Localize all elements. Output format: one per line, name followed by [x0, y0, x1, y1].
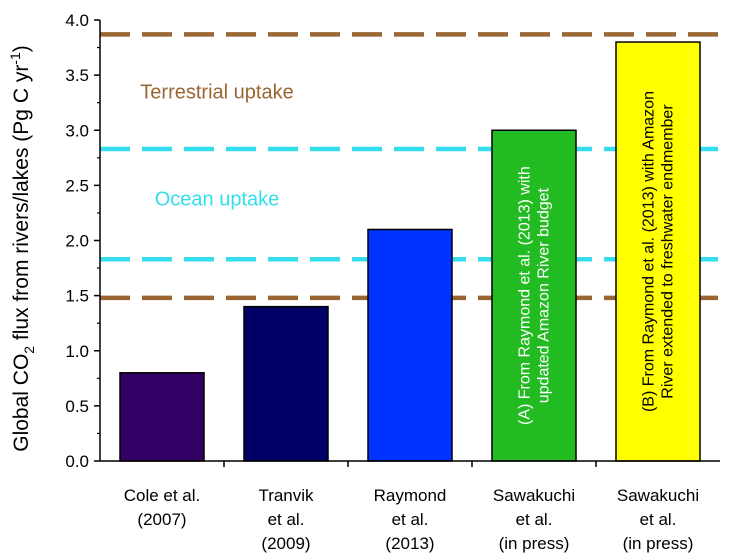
- x-tick-label-2: Tranvik et al. (2009): [258, 486, 314, 553]
- bar-1: [119, 372, 205, 462]
- x-tick-label-line: (2007): [137, 510, 186, 529]
- x-tick-label-line: Cole et al.: [124, 486, 201, 505]
- x-tick-label-5: Sawakuchi et al. (in press): [617, 486, 699, 553]
- bar-3: [367, 228, 453, 462]
- y-axis-label-part: flux from rivers/lakes (Pg C yr: [10, 65, 33, 346]
- y-axis-label-part: Global CO: [10, 354, 33, 452]
- x-tick-label-line: et al.: [392, 510, 429, 529]
- y-tick-label: 3.0: [65, 121, 89, 140]
- x-tick-label-line: (in press): [623, 534, 694, 553]
- terrestrial-uptake-label: Terrestrial uptake: [140, 82, 293, 104]
- x-tick-label-line: Tranvik: [258, 486, 314, 505]
- y-axis-label-part: 2: [21, 346, 37, 354]
- x-tick-label-line: (2009): [261, 534, 310, 553]
- x-tick-label-line: (in press): [499, 534, 570, 553]
- x-tick-label-1: Cole et al. (2007): [124, 486, 201, 529]
- bar-5: [615, 41, 701, 462]
- x-tick-label-4: Sawakuchi et al. (in press): [493, 486, 575, 553]
- bar-annotation-line: River extended to freshwater endmember: [660, 104, 677, 399]
- y-tick-label: 0.0: [65, 452, 89, 471]
- bar-annotation-5: (B) From Raymond et al. (2013) with Amaz…: [641, 91, 677, 412]
- y-tick-label: 0.5: [65, 397, 89, 416]
- y-axis-label: Global CO2 flux from rivers/lakes (Pg C …: [7, 45, 37, 452]
- y-tick-label: 3.5: [65, 66, 89, 85]
- x-tick-label-3: Raymond et al. (2013): [374, 486, 447, 553]
- ocean-uptake-label: Ocean uptake: [155, 189, 280, 211]
- x-tick-label-line: et al.: [516, 510, 553, 529]
- bar-4: [491, 129, 577, 462]
- bar-annotation-text: (A) From Raymond et al. (2013) with updat…: [517, 166, 553, 425]
- y-axis-label-part: ): [10, 45, 33, 52]
- x-tick-label-line: (2013): [385, 534, 434, 553]
- y-tick-label: 1.0: [65, 342, 89, 361]
- y-axis-label-part: -1: [7, 52, 23, 65]
- bar-annotation-4: (A) From Raymond et al. (2013) with updat…: [517, 166, 553, 425]
- x-tick-label-line: Sawakuchi: [617, 486, 699, 505]
- bar-annotation-line: (A) From Raymond et al. (2013) with: [517, 166, 534, 425]
- y-tick-label: 4.0: [65, 11, 89, 30]
- bar-annotation-text: (B) From Raymond et al. (2013) with Amaz…: [641, 91, 677, 412]
- y-tick-label: 1.5: [65, 287, 89, 306]
- x-tick-label-line: et al.: [268, 510, 305, 529]
- bar-2: [243, 305, 329, 462]
- bar-annotation-line: updated Amazon River budget: [536, 187, 553, 403]
- x-tick-label-line: et al.: [640, 510, 677, 529]
- x-tick-label-line: Raymond: [374, 486, 447, 505]
- bar-annotation-line: (B) From Raymond et al. (2013) with Amaz…: [641, 91, 658, 412]
- y-tick-label: 2.5: [65, 176, 89, 195]
- y-tick-label: 2.0: [65, 232, 89, 251]
- x-tick-label-line: Sawakuchi: [493, 486, 575, 505]
